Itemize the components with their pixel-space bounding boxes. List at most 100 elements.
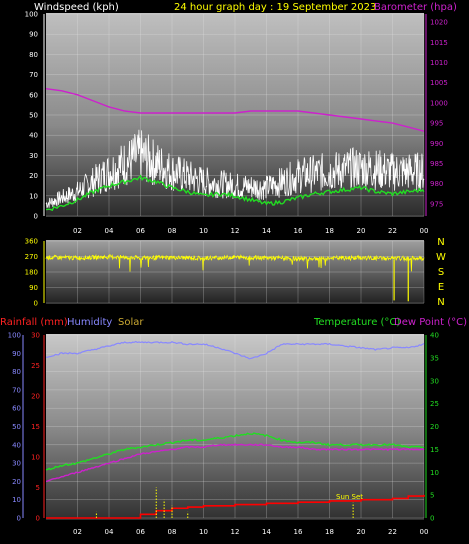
baro-y-tick-label: 1005 <box>430 79 448 87</box>
wind-x-tick-label: 06 <box>136 227 145 235</box>
wind-x-tick-label: 22 <box>388 227 397 235</box>
wind-y-tick-label: 0 <box>34 213 38 221</box>
humidity-y-tick-label: 100 <box>8 332 21 340</box>
avg-wind-series-line <box>45 174 425 212</box>
wind-y-tick-label: 20 <box>29 172 38 180</box>
climate-x-tick-label: 14 <box>262 528 271 536</box>
humidity-y-tick-label: 10 <box>12 496 21 504</box>
baro-y-tick-label: 1015 <box>430 39 448 47</box>
compass-label: S <box>438 267 444 278</box>
temp-y-tick-label: 35 <box>430 354 439 362</box>
climate-x-tick-label: 20 <box>357 528 366 536</box>
wind-x-tick-label: 16 <box>294 227 303 235</box>
temperature-series-line <box>45 432 425 471</box>
temp-y-tick-label: 40 <box>430 332 439 340</box>
dir-y-tick-label: 270 <box>25 253 38 261</box>
baro-y-tick-label: 975 <box>430 200 443 208</box>
baro-y-tick-label: 995 <box>430 120 443 128</box>
wind-x-tick-label: 00 <box>420 227 429 235</box>
wind-y-tick-label: 40 <box>29 132 38 140</box>
humidity-y-tick-label: 40 <box>12 441 21 449</box>
graph-date-title: 24 hour graph day : 19 September 2023 <box>174 2 376 13</box>
wind-x-tick-label: 14 <box>262 227 271 235</box>
temp-y-tick-label: 10 <box>430 469 439 477</box>
humidity-y-tick-label: 80 <box>12 368 21 376</box>
baro-y-tick-label: 985 <box>430 160 443 168</box>
wind-x-tick-label: 12 <box>231 227 240 235</box>
climate-x-tick-label: 02 <box>73 528 82 536</box>
wind-x-tick-label: 20 <box>357 227 366 235</box>
compass-label: N <box>437 237 444 248</box>
rain-y-tick-label: 25 <box>31 362 40 370</box>
rainfall-series-line <box>46 494 425 519</box>
temp-y-tick-label: 30 <box>430 377 439 385</box>
climate-x-tick-label: 16 <box>294 528 303 536</box>
baro-y-tick-label: 1010 <box>430 59 448 67</box>
dir-y-tick-label: 0 <box>34 300 38 308</box>
wind-y-tick-label: 50 <box>29 112 38 120</box>
legend-dewpoint: Dew Point (°C) <box>394 317 467 328</box>
legend-humidity: Humidity <box>67 317 112 328</box>
humidity-y-tick-label: 60 <box>12 405 21 413</box>
wind-x-tick-label: 08 <box>168 227 177 235</box>
barometer-title: Barometer (hpa) <box>374 2 457 13</box>
humidity-y-tick-label: 20 <box>12 478 21 486</box>
wind-y-tick-label: 30 <box>29 152 38 160</box>
climate-x-tick-label: 00 <box>420 528 429 536</box>
wind-y-tick-label: 80 <box>29 51 38 59</box>
humidity-y-tick-label: 0 <box>17 515 21 523</box>
baro-y-tick-label: 1020 <box>430 19 448 27</box>
wind-x-tick-label: 04 <box>105 227 114 235</box>
sunset-label: Sun Set <box>336 493 363 501</box>
wind-y-tick-label: 10 <box>29 192 38 200</box>
temp-y-tick-label: 25 <box>430 400 439 408</box>
wind-y-tick-label: 90 <box>29 31 38 39</box>
wind-x-tick-label: 02 <box>73 227 82 235</box>
humidity-y-tick-label: 70 <box>12 386 21 394</box>
humidity-y-tick-label: 90 <box>12 350 21 358</box>
baro-y-tick-label: 980 <box>430 180 443 188</box>
compass-label: W <box>436 252 446 263</box>
humidity-y-tick-label: 30 <box>12 460 21 468</box>
direction-series-line <box>45 253 425 272</box>
dir-y-tick-label: 360 <box>25 238 38 246</box>
rain-y-tick-label: 15 <box>31 423 40 431</box>
wind-y-tick-label: 100 <box>25 11 38 19</box>
climate-x-tick-label: 22 <box>388 528 397 536</box>
wind-y-tick-label: 60 <box>29 91 38 99</box>
compass-label: E <box>438 282 444 293</box>
compass-label: N <box>437 297 444 308</box>
climate-x-tick-label: 04 <box>105 528 114 536</box>
windspeed-series-line <box>45 129 425 208</box>
dir-y-tick-label: 180 <box>25 269 38 277</box>
rain-y-tick-label: 20 <box>31 393 40 401</box>
rain-y-tick-label: 30 <box>31 332 40 340</box>
temp-y-tick-label: 0 <box>430 515 434 523</box>
temp-y-tick-label: 20 <box>430 423 439 431</box>
wind-y-tick-label: 70 <box>29 71 38 79</box>
wind-x-tick-label: 10 <box>199 227 208 235</box>
temp-y-tick-label: 15 <box>430 446 439 454</box>
climate-x-tick-label: 08 <box>168 528 177 536</box>
rain-y-tick-label: 5 <box>36 484 40 492</box>
humidity-series-line <box>45 340 425 360</box>
legend-solar: Solar <box>118 317 144 328</box>
humidity-y-tick-label: 50 <box>12 423 21 431</box>
climate-x-tick-label: 12 <box>231 528 240 536</box>
climate-x-tick-label: 10 <box>199 528 208 536</box>
temp-y-tick-label: 5 <box>430 492 434 500</box>
baro-y-tick-label: 1000 <box>430 99 448 107</box>
baro-y-tick-label: 990 <box>430 140 443 148</box>
legend-rainfall: Rainfall (mm) <box>0 317 68 328</box>
legend-temperature: Temperature (°C) <box>313 317 400 328</box>
rain-y-tick-label: 0 <box>36 515 40 523</box>
climate-x-tick-label: 06 <box>136 528 145 536</box>
climate-x-tick-label: 18 <box>325 528 334 536</box>
dir-y-tick-label: 90 <box>29 284 38 292</box>
wind-x-tick-label: 18 <box>325 227 334 235</box>
rain-y-tick-label: 10 <box>31 454 40 462</box>
windspeed-title: Windspeed (kph) <box>34 2 119 13</box>
barometer-series-line <box>45 88 425 132</box>
dewpoint-series-line <box>45 443 425 483</box>
